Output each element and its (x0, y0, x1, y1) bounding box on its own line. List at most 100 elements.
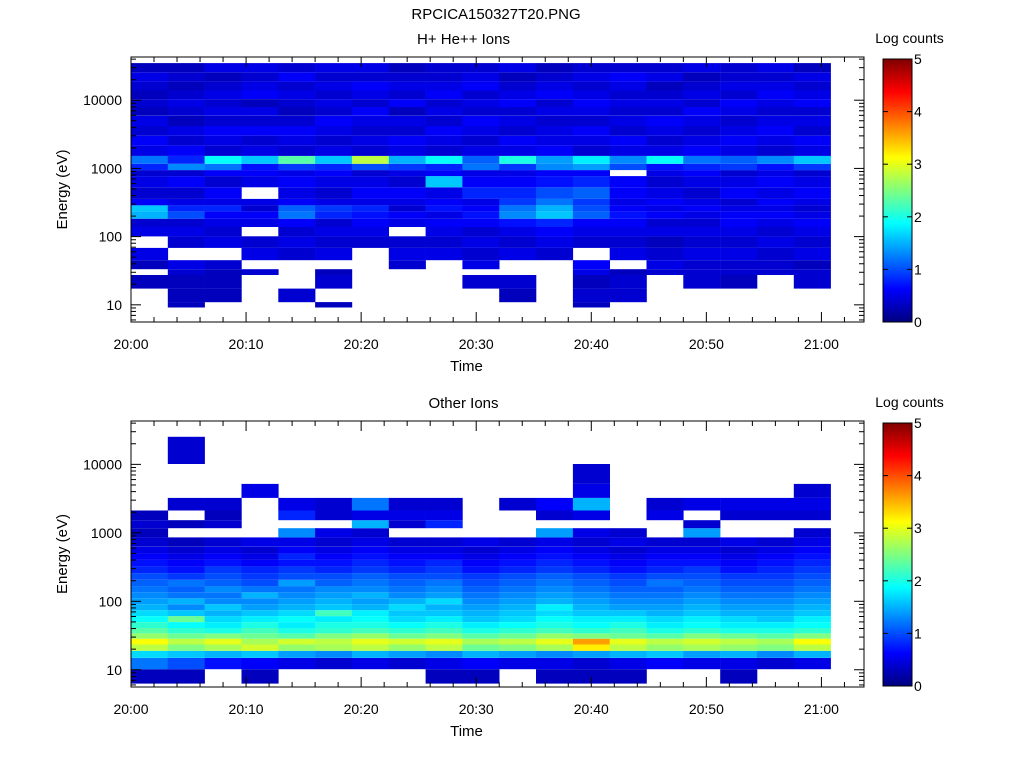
heatmap-cell (315, 247, 353, 261)
heatmap-cell (609, 211, 647, 219)
heatmap-cell (462, 107, 500, 116)
heatmap-cell (609, 155, 647, 164)
heatmap-cell (167, 644, 205, 651)
heatmap-cell (131, 553, 169, 560)
heatmap-cell (278, 72, 316, 82)
heatmap-cell (499, 155, 537, 164)
heatmap-cell (131, 573, 169, 580)
heatmap-cell (683, 107, 721, 116)
heatmap-cell (757, 633, 795, 639)
heatmap-cell (131, 205, 169, 212)
heatmap-cell (793, 573, 831, 580)
heatmap-cell (683, 658, 721, 670)
heatmap-cell (351, 510, 389, 521)
heatmap-cell (241, 198, 279, 206)
heatmap-cell (683, 99, 721, 108)
heatmap-cell (315, 99, 353, 108)
heatmap-cell (499, 218, 537, 227)
heatmap-cell (388, 135, 426, 146)
heatmap-cell (462, 616, 500, 622)
heatmap-cell (131, 633, 169, 639)
heatmap-cell (241, 205, 279, 212)
y-tick-label: 1000 (91, 160, 122, 176)
heatmap-cell (351, 155, 389, 164)
heatmap-cell (572, 586, 610, 593)
colorbar-tick-label: 0 (914, 678, 922, 694)
heatmap-cell (204, 275, 242, 289)
heatmap-cell (204, 126, 242, 136)
heatmap-cell (572, 464, 610, 484)
x-tick-label: 20:50 (689, 336, 724, 352)
heatmap-cell (351, 227, 389, 237)
heatmap-cell (793, 559, 831, 567)
heatmap-cell (351, 107, 389, 116)
heatmap-cell (167, 658, 205, 670)
heatmap-cell (499, 275, 537, 289)
heatmap-cell (462, 205, 500, 212)
heatmap-cell (462, 658, 500, 670)
heatmap-cell (278, 227, 316, 237)
heatmap-cell (499, 604, 537, 611)
heatmap-cell (278, 658, 316, 670)
heatmap-cell (609, 187, 647, 199)
colorbar-tick-label: 0 (914, 314, 922, 330)
heatmap-cell (351, 72, 389, 82)
heatmap-cell (204, 72, 242, 82)
colorbar-tick-label: 4 (914, 104, 922, 120)
heatmap-cell (646, 537, 684, 547)
heatmap-cell (757, 176, 795, 188)
heatmap-cell (572, 566, 610, 574)
heatmap-cell (388, 622, 426, 628)
heatmap-cell (683, 90, 721, 99)
heatmap-cell (793, 135, 831, 146)
heatmap-cell (131, 627, 169, 634)
heatmap-cell (278, 598, 316, 605)
heatmap-cell (720, 579, 758, 587)
heatmap-cell (499, 573, 537, 580)
heatmap-cell (351, 566, 389, 574)
heatmap-cell (572, 579, 610, 587)
heatmap-cell (131, 520, 169, 529)
heatmap-cell (793, 81, 831, 91)
heatmap-cell (315, 72, 353, 82)
heatmap-cell (204, 288, 242, 303)
heatmap-cell (167, 627, 205, 634)
heatmap-cell (757, 247, 795, 261)
heatmap-cell (462, 211, 500, 219)
heatmap-cell (499, 81, 537, 91)
heatmap-cell (425, 586, 463, 593)
heatmap-cell (241, 633, 279, 639)
heatmap-cell (609, 546, 647, 554)
heatmap-cell (609, 592, 647, 599)
heatmap-cell (131, 598, 169, 605)
heatmap-cell (204, 99, 242, 108)
x-tick-label: 20:30 (459, 336, 494, 352)
heatmap-cell (499, 176, 537, 188)
heatmap-cell (683, 115, 721, 127)
heatmap-cell (315, 269, 353, 275)
heatmap-cell (720, 598, 758, 605)
heatmap-cell (351, 198, 389, 206)
heatmap-cell (462, 72, 500, 82)
heatmap-cell (572, 135, 610, 146)
heatmap-cell (462, 163, 500, 171)
heatmap-cell (793, 658, 831, 670)
heatmap-cell (646, 638, 684, 645)
heatmap-cell (720, 269, 758, 275)
heatmap-cell (315, 236, 353, 248)
heatmap-cell (388, 115, 426, 127)
heatmap-cell (572, 205, 610, 212)
heatmap-cell (646, 546, 684, 554)
heatmap-cell (536, 145, 574, 156)
heatmap-cell (204, 622, 242, 628)
heatmap-cell (683, 644, 721, 651)
heatmap-cell (609, 528, 647, 538)
heatmap-cell (572, 236, 610, 248)
heatmap-cell (536, 115, 574, 127)
heatmap-cell (462, 81, 500, 91)
heatmap-cell (167, 436, 205, 464)
heatmap-cell (167, 553, 205, 560)
heatmap-cell (167, 275, 205, 289)
heatmap-cell (388, 163, 426, 171)
